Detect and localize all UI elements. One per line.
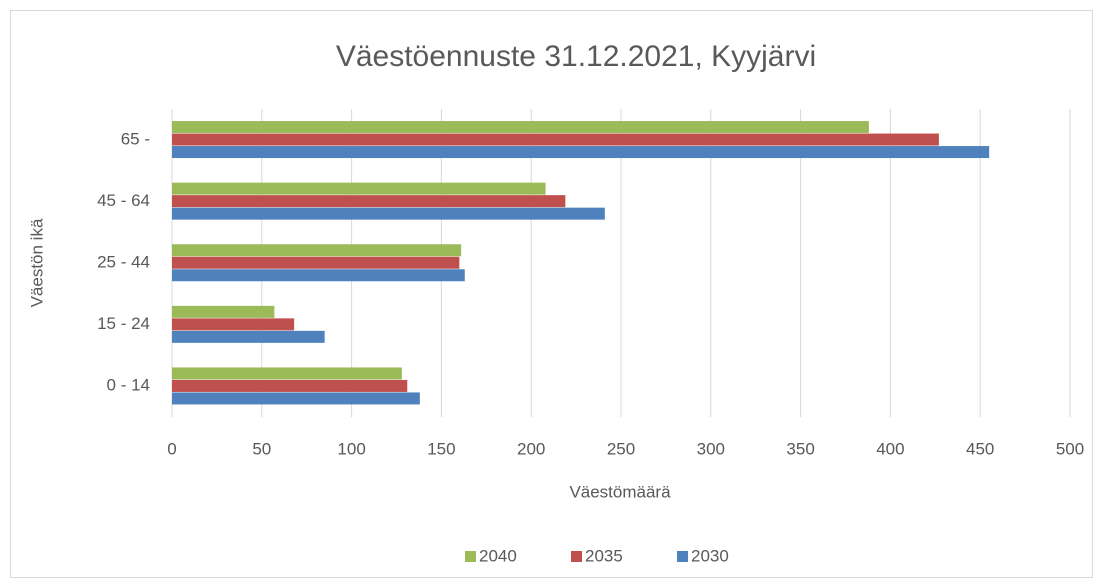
y-tick-label: 15 - 24 (97, 314, 150, 333)
bar (172, 207, 605, 220)
legend-swatch (677, 551, 688, 562)
legend-label: 2040 (479, 546, 517, 565)
y-tick-label: 65 - (121, 129, 150, 148)
bar (172, 195, 566, 208)
y-tick-label: 25 - 44 (97, 252, 150, 271)
y-axis-title: Väestön ikä (27, 218, 46, 307)
bar (172, 392, 420, 405)
y-tick-label: 0 - 14 (107, 376, 150, 395)
x-tick-label: 150 (427, 439, 455, 458)
x-tick-label: 400 (876, 439, 904, 458)
legend-swatch (465, 551, 476, 562)
bar (172, 146, 990, 159)
x-tick-label: 450 (966, 439, 994, 458)
bar (172, 244, 462, 257)
x-tick-label: 200 (517, 439, 545, 458)
bar (172, 379, 408, 392)
x-tick-label: 500 (1056, 439, 1084, 458)
bar (172, 367, 402, 380)
legend-label: 2030 (691, 546, 729, 565)
bar (172, 256, 460, 269)
chart-title: Väestöennuste 31.12.2021, Kyyjärvi (336, 40, 816, 73)
bar (172, 182, 546, 195)
bar (172, 121, 869, 134)
bar (172, 318, 295, 331)
x-tick-label: 0 (167, 439, 176, 458)
x-tick-label: 300 (697, 439, 725, 458)
legend-label: 2035 (585, 546, 623, 565)
bar (172, 330, 325, 343)
bar (172, 269, 465, 282)
x-tick-label: 50 (252, 439, 271, 458)
chart-border (10, 10, 1093, 578)
x-tick-label: 350 (786, 439, 814, 458)
x-tick-label: 100 (337, 439, 365, 458)
bar (172, 305, 275, 318)
x-axis-title: Väestömäärä (569, 482, 671, 501)
legend-swatch (571, 551, 582, 562)
bar (172, 133, 939, 146)
x-tick-label: 250 (607, 439, 635, 458)
y-tick-label: 45 - 64 (97, 191, 150, 210)
